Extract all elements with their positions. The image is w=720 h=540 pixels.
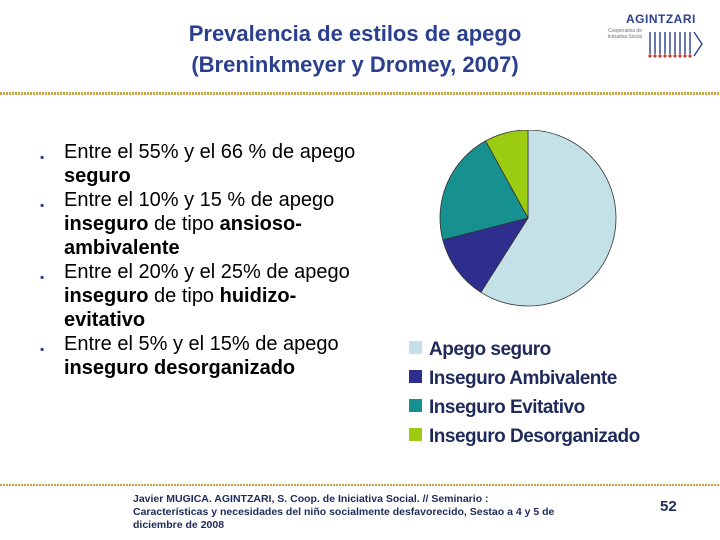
pie-slice-inseguro-ambivalente	[442, 217, 529, 293]
bullet-text: de tipo	[148, 213, 220, 235]
bottom-divider	[0, 484, 720, 486]
legend-swatch	[409, 399, 422, 412]
page-number: 52	[660, 498, 677, 515]
bullet-item: ▪ Entre el 20% y el 25% de apego insegur…	[38, 260, 368, 332]
legend-swatch	[409, 370, 422, 383]
legend-label: Apego seguro	[429, 339, 551, 360]
legend-label: Inseguro Ambivalente	[429, 368, 617, 389]
bullet-item: ▪ Entre el 5% y el 15% de apego inseguro…	[38, 332, 368, 380]
logo-graphic-icon	[648, 31, 703, 58]
bullet-text: Entre el 20% y el 25% de apego	[64, 261, 350, 283]
bullet-text: Entre el 5% y el 15% de apego	[64, 333, 339, 355]
bullet-item: ▪ Entre el 10% y 15 % de apego inseguro …	[38, 188, 368, 260]
legend-label: Inseguro Evitativo	[429, 397, 585, 418]
title-line-2: (Breninkmeyer y Dromey, 2007)	[191, 52, 519, 77]
square-bullet-icon: ▪	[40, 150, 45, 164]
square-bullet-icon: ▪	[40, 198, 45, 212]
bullet-bold: huidizo-evitativo	[64, 285, 297, 331]
agintzari-logo: AGINTZARI Cooperativa de Iniciativa Soci…	[600, 10, 712, 88]
bullet-bold: inseguro	[64, 213, 149, 235]
footer-line-2: Características y necesidades del niño s…	[133, 506, 555, 518]
bullet-list: ▪ Entre el 55% y el 66 % de apego seguro…	[38, 140, 368, 380]
slide-title: Prevalencia de estilos de apego (Brenink…	[120, 18, 590, 80]
bullet-bold: inseguro	[64, 285, 149, 307]
square-bullet-icon: ▪	[40, 270, 45, 284]
pie-slice-inseguro-desorganizado	[485, 130, 529, 219]
logo-name: AGINTZARI	[626, 12, 696, 26]
bullet-bold: desorganizado	[154, 357, 296, 379]
legend-label: Inseguro Desorganizado	[429, 426, 640, 447]
bullet-text: Entre el 10% y 15 % de apego	[64, 189, 335, 211]
bullet-bold: ansioso-ambivalente	[64, 213, 302, 259]
legend-swatch	[409, 341, 422, 354]
bullet-text: de tipo	[148, 285, 220, 307]
bullet-item: ▪ Entre el 55% y el 66 % de apego seguro	[38, 140, 368, 188]
footer-citation: Javier MUGICA. AGINTZARI, S. Coop. de In…	[133, 493, 623, 532]
pie-slice-apego-seguro	[480, 130, 617, 307]
legend-swatch	[409, 428, 422, 441]
pie-slice-inseguro-evitativo	[439, 140, 529, 241]
square-bullet-icon: ▪	[40, 342, 45, 356]
bullet-bold: seguro	[64, 165, 131, 187]
title-line-1: Prevalencia de estilos de apego	[188, 21, 522, 46]
footer-line-1: Javier MUGICA. AGINTZARI, S. Coop. de In…	[133, 493, 489, 505]
logo-subtitle: Cooperativa de Iniciativa Social	[607, 28, 642, 40]
pie-chart: Apego seguro Inseguro Ambivalente Inseguro…	[409, 130, 640, 447]
bullet-bold: inseguro	[64, 357, 149, 379]
top-divider	[0, 92, 720, 95]
footer-line-3: diciembre de 2008	[133, 519, 225, 531]
bullet-text: Entre el 55% y el 66 % de apego	[64, 141, 356, 163]
